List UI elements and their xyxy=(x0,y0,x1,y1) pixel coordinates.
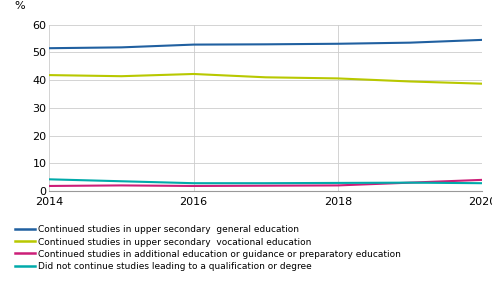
Continued studies in upper secondary  general education xyxy=(119,46,124,49)
Continued studies in upper secondary  vocational education xyxy=(119,74,124,78)
Continued studies in upper secondary  general education xyxy=(263,43,269,46)
Did not continue studies leading to a qualification or degree xyxy=(335,181,341,185)
Line: Did not continue studies leading to a qualification or degree: Did not continue studies leading to a qu… xyxy=(49,179,482,183)
Line: Continued studies in upper secondary  general education: Continued studies in upper secondary gen… xyxy=(49,40,482,48)
Continued studies in additional education or guidance or preparatory education xyxy=(407,181,413,184)
Continued studies in additional education or guidance or preparatory education xyxy=(263,184,269,188)
Continued studies in upper secondary  general education xyxy=(46,46,52,50)
Continued studies in additional education or guidance or preparatory education xyxy=(190,184,196,188)
Continued studies in additional education or guidance or preparatory education xyxy=(119,184,124,187)
Did not continue studies leading to a qualification or degree xyxy=(119,179,124,183)
Continued studies in upper secondary  vocational education xyxy=(407,79,413,83)
Continued studies in upper secondary  vocational education xyxy=(263,75,269,79)
Continued studies in additional education or guidance or preparatory education xyxy=(46,184,52,188)
Continued studies in additional education or guidance or preparatory education xyxy=(479,178,485,182)
Continued studies in upper secondary  vocational education xyxy=(46,73,52,77)
Continued studies in upper secondary  general education xyxy=(407,41,413,44)
Line: Continued studies in additional education or guidance or preparatory education: Continued studies in additional educatio… xyxy=(49,180,482,186)
Continued studies in additional education or guidance or preparatory education xyxy=(335,184,341,187)
Continued studies in upper secondary  vocational education xyxy=(190,72,196,76)
Did not continue studies leading to a qualification or degree xyxy=(407,181,413,184)
Did not continue studies leading to a qualification or degree xyxy=(479,181,485,185)
Did not continue studies leading to a qualification or degree xyxy=(190,181,196,185)
Line: Continued studies in upper secondary  vocational education: Continued studies in upper secondary voc… xyxy=(49,74,482,84)
Text: %: % xyxy=(15,1,25,11)
Continued studies in upper secondary  general education xyxy=(479,38,485,42)
Legend: Continued studies in upper secondary  general education, Continued studies in up: Continued studies in upper secondary gen… xyxy=(15,225,401,271)
Continued studies in upper secondary  general education xyxy=(335,42,341,46)
Did not continue studies leading to a qualification or degree xyxy=(46,177,52,181)
Continued studies in upper secondary  general education xyxy=(190,43,196,47)
Continued studies in upper secondary  vocational education xyxy=(335,77,341,80)
Did not continue studies leading to a qualification or degree xyxy=(263,181,269,185)
Continued studies in upper secondary  vocational education xyxy=(479,82,485,86)
